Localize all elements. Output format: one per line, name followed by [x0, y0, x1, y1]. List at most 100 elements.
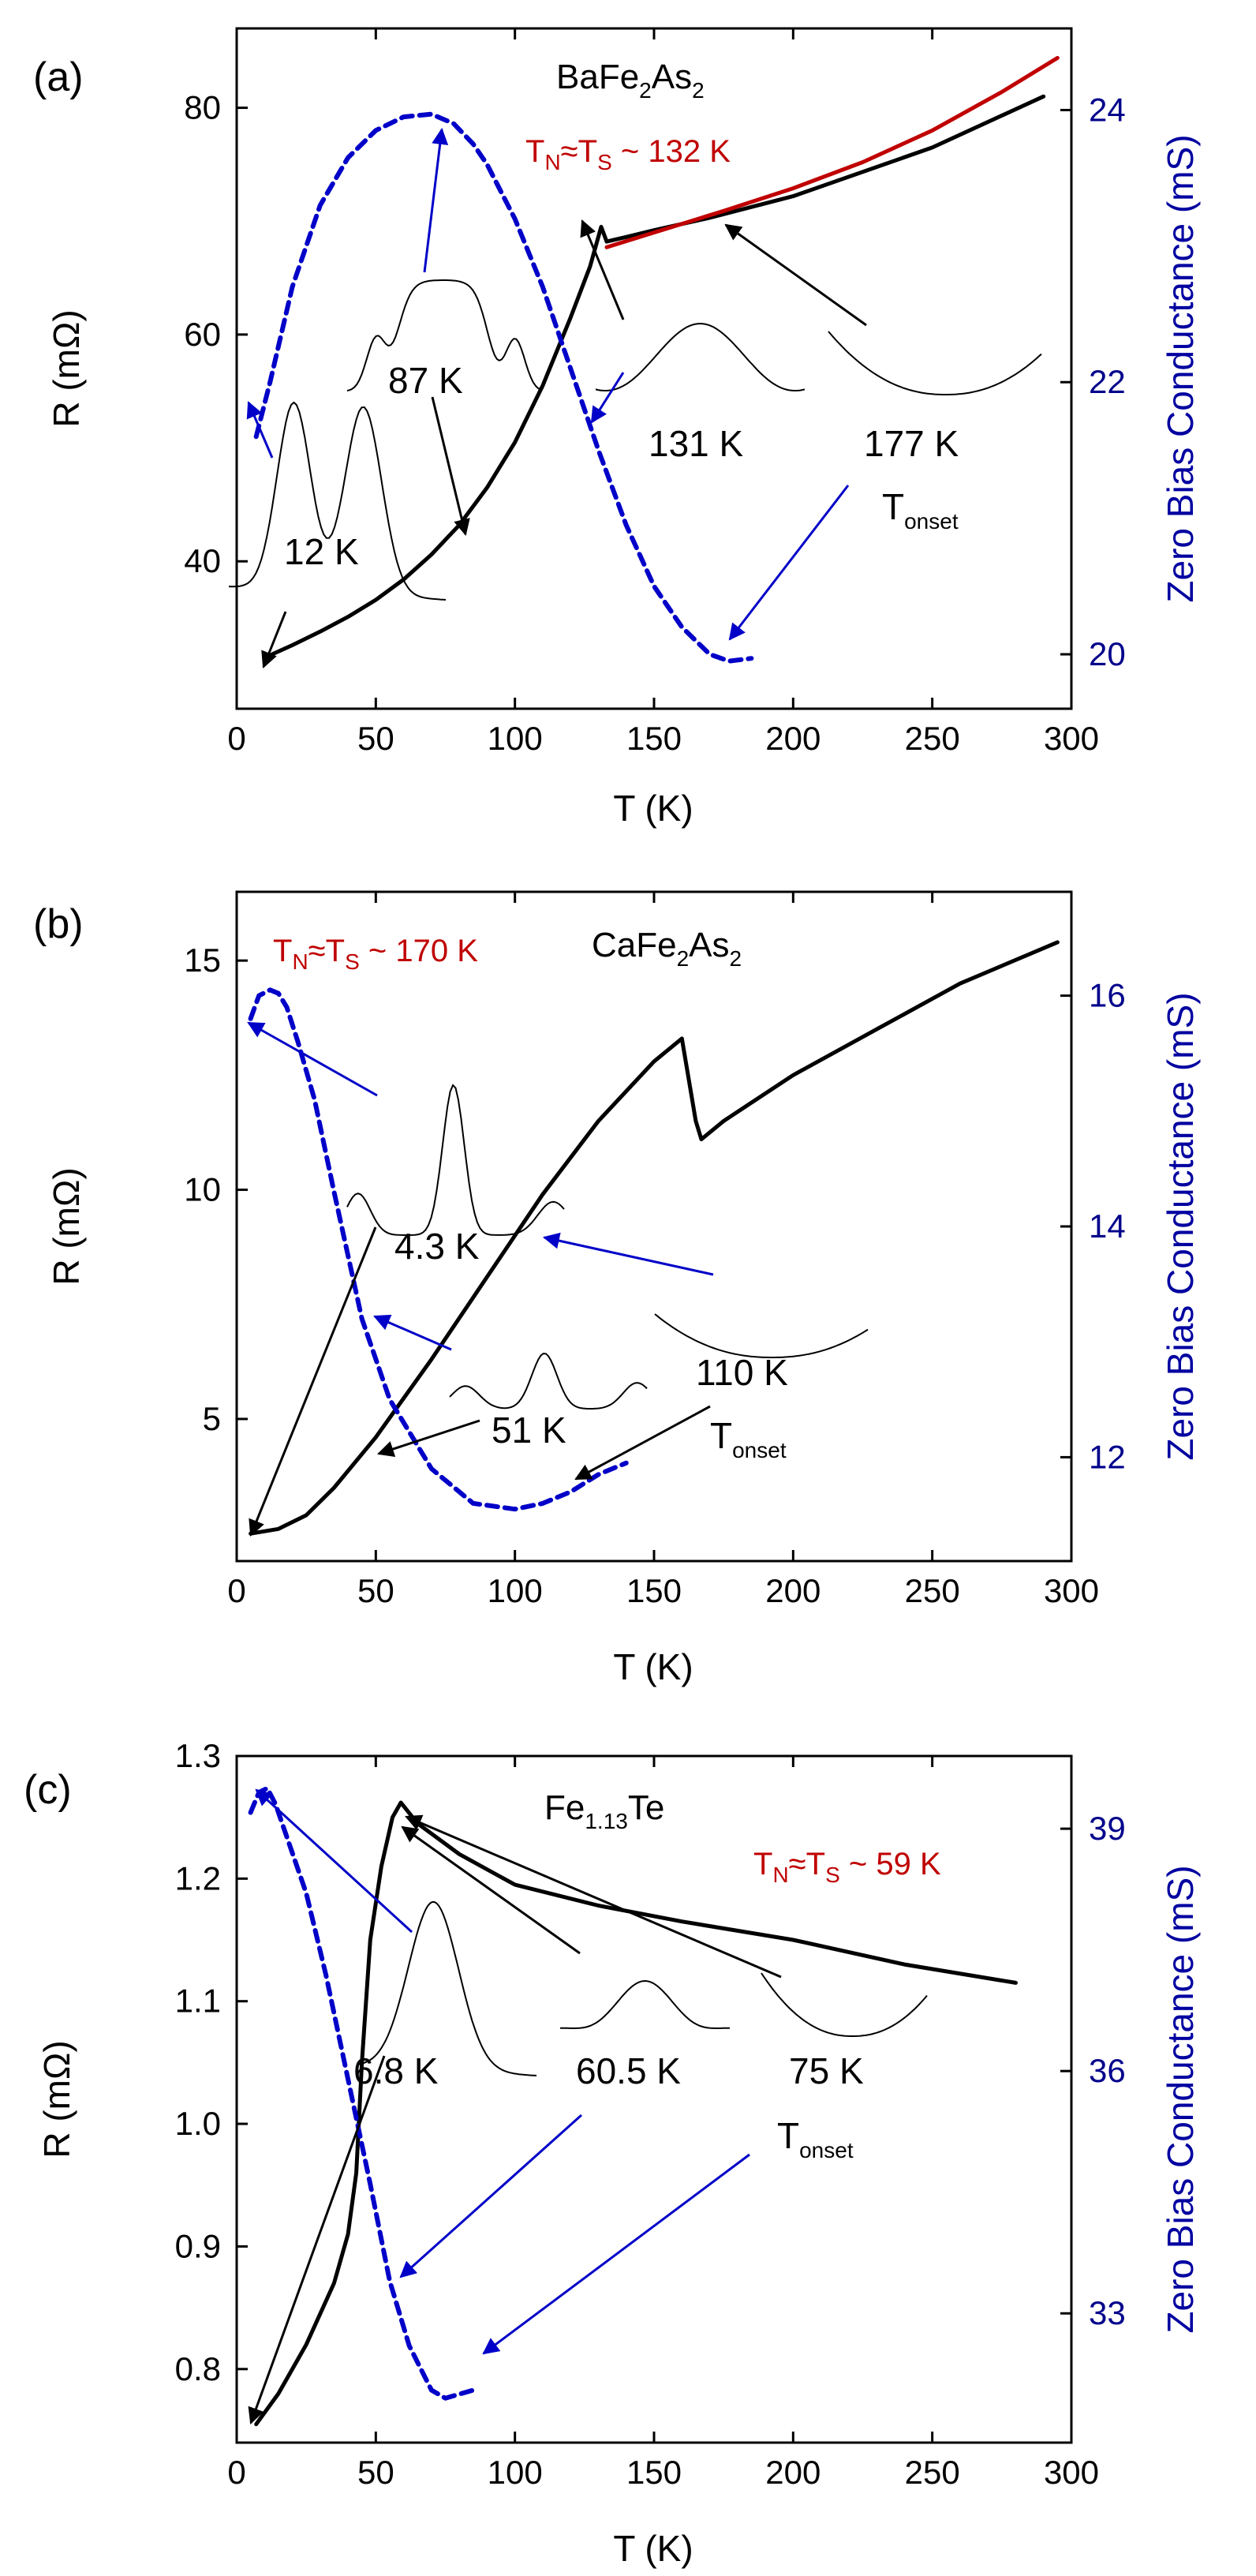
y-tick-label: 0.8	[175, 2350, 221, 2387]
annotation-arrow-black	[574, 1405, 711, 1481]
panel-a-label: (a)	[33, 54, 84, 100]
x-axis-title: T (K)	[613, 2528, 693, 2569]
y-tick-label: 5	[203, 1400, 221, 1437]
inset-spectrum-6.8k	[358, 1901, 537, 2076]
y-tick-label: 1.3	[175, 1737, 221, 1774]
annotation-arrow-blue	[373, 1314, 452, 1351]
y-tick-label: 0.9	[175, 2227, 221, 2264]
inset-spectrum-12k	[228, 401, 447, 601]
y2-axis-title: Zero Bias Conductance (mS)	[1160, 134, 1201, 602]
x-tick-label: 50	[357, 2454, 394, 2491]
x-tick-label: 100	[488, 2454, 543, 2491]
inset-spectrum-4.3k	[346, 1084, 565, 1236]
panel-b-inset-label-51k: 51 K	[492, 1410, 566, 1451]
panel-a-inset-label-12k: 12 K	[284, 531, 359, 572]
panel-c-inset-label-6k: 6.8 K	[353, 2050, 439, 2091]
annotation-arrow-black	[724, 223, 867, 327]
panel-c-inset-label-75k: 75 K	[789, 2050, 864, 2091]
panel-a-compound: BaFe2As2	[556, 58, 705, 103]
x-tick-label: 250	[905, 1572, 960, 1609]
inset-spectrum-177k	[828, 331, 1042, 395]
y2-tick-label: 14	[1089, 1208, 1126, 1245]
panel-a-inset-label-177k: 177 K	[864, 423, 959, 464]
series-r-fit	[604, 55, 1060, 249]
annotation-arrow-black	[431, 396, 470, 537]
panel-c-inset-label-60k: 60.5 K	[576, 2050, 681, 2091]
x-tick-label: 0	[227, 1572, 245, 1609]
annotation-arrow-black	[249, 1226, 377, 1537]
inset-spectrum-131k	[595, 322, 806, 392]
x-tick-label: 250	[905, 720, 960, 757]
x-tick-label: 150	[626, 2454, 682, 2491]
annotation-arrow-black	[248, 2055, 386, 2424]
annotation-arrow-black	[401, 1825, 581, 1955]
panel-a: (a) BaFe2As2 TN≈TS ~ 132 K 12 K 87 K 131…	[33, 54, 959, 572]
x-tick-label: 300	[1044, 2454, 1099, 2491]
series-r	[262, 94, 1046, 660]
x-tick-label: 200	[765, 2454, 821, 2491]
annotation-arrow-blue	[482, 2153, 750, 2355]
x-axis-title: T (K)	[613, 1646, 693, 1687]
annotation-arrow-black	[580, 219, 625, 320]
panel-c-tonset: Tonset	[777, 2115, 854, 2162]
annotation-arrow-blue	[423, 127, 449, 273]
panel-b-compound: CaFe2As2	[592, 926, 742, 971]
x-tick-label: 0	[227, 2454, 245, 2491]
annotation-arrow-blue	[542, 1232, 714, 1276]
panel-a-transition-label: TN≈TS ~ 132 K	[525, 134, 731, 174]
x-tick-label: 250	[905, 2454, 960, 2491]
inset-spectrum-60.5k	[559, 1979, 731, 2029]
panel-c: (c) Fe1.13Te TN≈TS ~ 59 K 6.8 K 60.5 K 7…	[24, 1767, 941, 2162]
series-zero-bias-conductance	[253, 111, 754, 664]
x-tick-label: 200	[765, 720, 821, 757]
panel-b-inset-label-110k: 110 K	[696, 1352, 788, 1393]
inset-spectrum-75k	[761, 1972, 928, 2037]
panel-b-tonset: Tonset	[710, 1415, 787, 1462]
panel-c-compound: Fe1.13Te	[544, 1788, 664, 1833]
x-tick-label: 0	[227, 720, 245, 757]
inset-spectrum-51k	[449, 1352, 648, 1410]
x-tick-label: 150	[626, 1572, 682, 1609]
series-zero-bias-conductance	[248, 987, 629, 1512]
inset-spectrum-87k	[346, 279, 541, 391]
panel-a-plot: 0 50 100 150 200 250 300 40 60 80 20 22 24 T (K) R (mΩ…	[46, 27, 1201, 829]
panel-b: (b) CaFe2As2 TN≈TS ~ 170 K 4.3 K 51 K 11…	[33, 901, 788, 1462]
y-tick-label: 80	[184, 89, 221, 126]
x-axis-title: T (K)	[613, 788, 693, 829]
y-axis-title: R (mΩ)	[36, 2040, 77, 2158]
y-axis-title: R (mΩ)	[46, 1167, 87, 1285]
annotation-arrow-blue	[590, 372, 625, 424]
y-axis-title: R (mΩ)	[46, 309, 87, 427]
panel-c-plot: 0 50 100 150 200 250 300 0.8 0.9 1.0 1.1 1.2 1.3 33 36…	[36, 1737, 1201, 2569]
panel-b-inset-label-4k: 4.3 K	[394, 1226, 480, 1267]
x-tick-label: 150	[626, 720, 682, 757]
y2-tick-label: 24	[1089, 91, 1126, 128]
y2-tick-label: 12	[1089, 1438, 1126, 1475]
x-tick-label: 300	[1044, 1572, 1099, 1609]
panel-b-label: (b)	[33, 901, 84, 947]
y-tick-label: 1.0	[175, 2105, 221, 2142]
annotation-arrow-black	[261, 611, 287, 668]
x-tick-label: 100	[488, 1572, 543, 1609]
y2-tick-label: 20	[1089, 635, 1126, 672]
panel-c-label: (c)	[24, 1767, 72, 1813]
x-tick-label: 200	[765, 1572, 821, 1609]
panel-a-tonset: Tonset	[882, 486, 959, 534]
annotation-arrow-blue	[255, 1788, 413, 1934]
annotation-arrow-blue	[728, 485, 850, 641]
series-r	[249, 940, 1060, 1536]
y-tick-label: 1.1	[175, 1983, 221, 2020]
y-tick-label: 1.2	[175, 1859, 221, 1896]
panel-a-inset-label-87k: 87 K	[388, 360, 463, 401]
annotation-arrow-black	[405, 1814, 782, 1979]
x-tick-label: 50	[357, 1572, 394, 1609]
annotation-arrow-black	[377, 1419, 480, 1458]
y2-axis-title: Zero Bias Conductance (mS)	[1160, 1865, 1201, 2333]
y2-tick-label: 33	[1089, 2294, 1126, 2331]
x-tick-label: 50	[357, 720, 394, 757]
y2-tick-label: 39	[1089, 1810, 1126, 1847]
y-tick-label: 15	[184, 942, 221, 979]
panel-c-transition-label: TN≈TS ~ 59 K	[753, 1847, 941, 1887]
